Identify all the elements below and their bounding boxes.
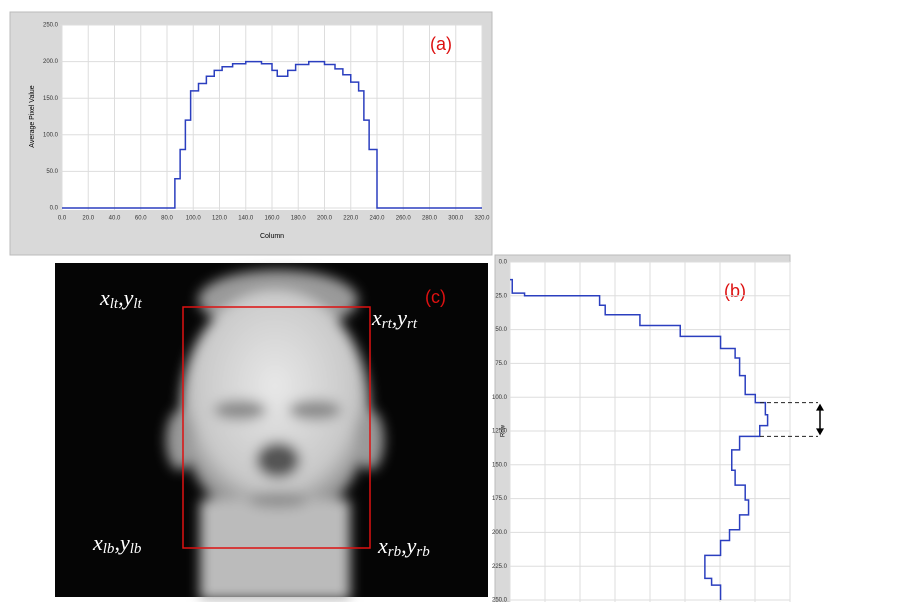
y-tick-label: 50.0 [495, 327, 507, 333]
x-tick-label: 300.0 [448, 216, 464, 222]
y-tick-label: 250.0 [492, 598, 508, 602]
y-tick-label: 150.0 [43, 96, 59, 102]
symbol: x [371, 305, 382, 330]
symbol: F [829, 405, 845, 430]
symbol: x [377, 533, 388, 558]
subscript: lb [130, 541, 142, 557]
subscript: lt [110, 296, 119, 312]
math-label: xrt,yrt [371, 305, 418, 332]
y-tick-label: 25.0 [495, 293, 507, 299]
x-tick-label: 280.0 [422, 216, 438, 222]
panel-label: (b) [724, 281, 746, 301]
x-tick-label: 240.0 [369, 216, 385, 222]
y-tick-label: 0.0 [499, 260, 508, 266]
x-tick-label: 180.0 [291, 216, 307, 222]
x-tick-label: 320.0 [474, 216, 490, 222]
y-tick-label: 75.0 [495, 361, 507, 367]
symbol: x [99, 285, 110, 310]
panel-label: (a) [430, 34, 452, 54]
symbol: y [405, 533, 417, 558]
math-label: xrb,yrb [377, 533, 430, 560]
x-axis-label: Column [260, 233, 284, 240]
subscript: lt [133, 296, 142, 312]
x-tick-label: 80.0 [161, 216, 173, 222]
symbol: x [879, 435, 890, 460]
math-label: Fsa [829, 405, 859, 432]
subscript: bf [890, 447, 904, 463]
x-tick-label: 200.0 [317, 216, 333, 222]
y-tick-label: 50.0 [46, 169, 58, 175]
y-tick-label: 175.0 [492, 496, 508, 502]
subscript: rt [382, 316, 393, 332]
x-tick-label: 120.0 [212, 216, 228, 222]
subscript: lb [103, 541, 115, 557]
symbol: y [118, 530, 130, 555]
x-tick-label: 260.0 [396, 216, 412, 222]
arrow-head [816, 428, 824, 436]
y-tick-label: 150.0 [492, 462, 508, 468]
y-tick-label: 200.0 [492, 530, 508, 536]
math-label: xlt,ylt [99, 285, 143, 312]
x-tick-label: 100.0 [186, 216, 202, 222]
y-tick-label: 100.0 [492, 395, 508, 401]
subscript: tf [890, 403, 900, 419]
subscript: rb [388, 544, 402, 560]
y-axis-label: Row [501, 424, 507, 437]
symbol: x [92, 530, 103, 555]
x-tick-label: 0.0 [58, 216, 67, 222]
x-tick-label: 220.0 [343, 216, 359, 222]
symbol: y [395, 305, 407, 330]
y-tick-label: 0.0 [50, 206, 59, 212]
x-tick-label: 140.0 [238, 216, 254, 222]
data-line [510, 278, 769, 600]
thermal-image [55, 263, 488, 600]
y-tick-label: 100.0 [43, 132, 59, 138]
math-label: xlb,ylb [92, 530, 142, 557]
math-label: xbf [879, 435, 903, 462]
y-tick-label: 125.0 [492, 429, 508, 435]
y-tick-label: 225.0 [492, 564, 508, 570]
subscript: rt [407, 316, 418, 332]
symbol: x [879, 392, 890, 417]
x-tick-label: 40.0 [109, 216, 121, 222]
y-axis-label: Average Pixel Value [29, 85, 36, 147]
arrow-head [816, 403, 824, 411]
subscript: sa [844, 416, 859, 432]
x-tick-label: 160.0 [264, 216, 280, 222]
x-tick-label: 60.0 [135, 216, 147, 222]
y-tick-label: 200.0 [43, 59, 59, 65]
math-label: xtf [879, 392, 900, 419]
subscript: rb [416, 544, 430, 560]
data-line [62, 60, 482, 209]
x-tick-label: 20.0 [82, 216, 94, 222]
panel-label: (c) [425, 287, 446, 307]
y-tick-label: 250.0 [43, 23, 59, 29]
symbol: y [122, 285, 134, 310]
